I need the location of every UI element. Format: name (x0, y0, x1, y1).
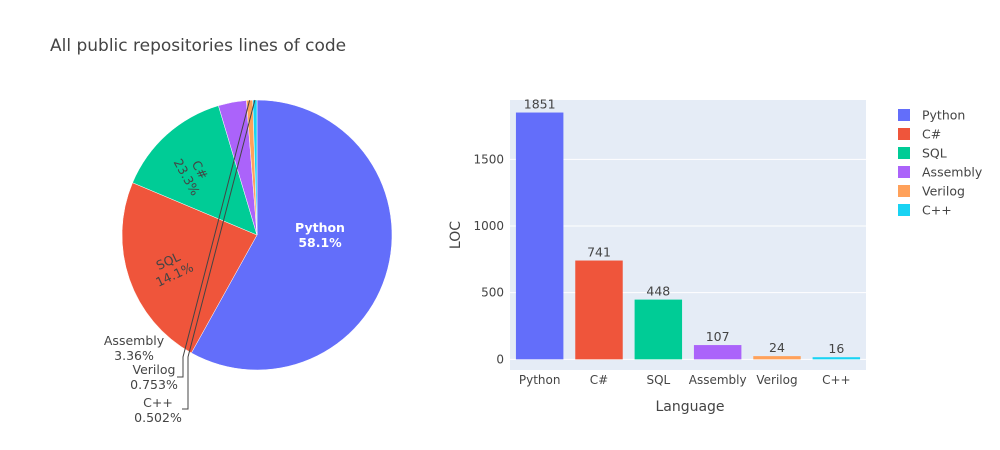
bar-sql (634, 299, 683, 360)
bar-value-label: 24 (769, 340, 785, 355)
legend-label: Python (922, 108, 965, 123)
legend-label: Assembly (922, 165, 983, 180)
legend-item-python[interactable]: Python (898, 108, 965, 123)
bar-value-label: 448 (646, 284, 670, 299)
bar-c- (575, 260, 623, 360)
y-tick-label: 0 (496, 352, 504, 366)
legend-label: C# (922, 127, 941, 142)
pie-label-verilog: Verilog 0.753% (130, 362, 178, 392)
x-tick-label: C# (590, 373, 608, 387)
legend: Python C# SQL Assembly Verilog C++ (898, 108, 983, 218)
legend-label: SQL (922, 146, 947, 161)
bar-verilog (753, 356, 801, 360)
leader-line-cpp (182, 99, 256, 410)
legend-swatch (898, 166, 910, 178)
legend-swatch (898, 128, 910, 140)
bar-value-label: 16 (828, 341, 844, 356)
x-tick-label: C++ (822, 373, 851, 387)
bar-plot-area (510, 100, 866, 370)
bar-chart: LOC Language 0 500 1000 1500 1851 Python 741 C#… (448, 97, 866, 415)
bar-value-label: 741 (587, 245, 611, 260)
legend-swatch (898, 185, 910, 197)
bar-value-label: 107 (706, 329, 730, 344)
pie-label-assembly: Assembly 3.36% (104, 333, 165, 363)
pie-slice-python (191, 99, 393, 371)
pie-label-python: Python 58.1% (295, 220, 345, 250)
legend-item-verilog[interactable]: Verilog (898, 184, 965, 199)
legend-label: Verilog (922, 184, 965, 199)
x-tick-label: Assembly (689, 373, 747, 387)
legend-label: C++ (922, 203, 952, 218)
legend-swatch (898, 109, 910, 121)
chart-title: All public repositories lines of code (50, 36, 346, 56)
legend-item-sql[interactable]: SQL (898, 146, 947, 161)
legend-item-c-[interactable]: C# (898, 127, 941, 142)
x-tick-label: SQL (646, 373, 670, 387)
pie-chart: Python 58.1%C#23.3%SQL14.1%Assembly 3.36%V… (104, 99, 393, 425)
bar-c- (812, 357, 861, 360)
bar-value-label: 1851 (524, 97, 556, 112)
pie-label-c-: C++ 0.502% (134, 395, 182, 425)
y-axis-title: LOC (448, 221, 464, 249)
legend-item-assembly[interactable]: Assembly (898, 165, 983, 180)
bar-python (515, 112, 564, 360)
pie-slice-sql (132, 105, 258, 236)
y-tick-label: 1500 (473, 152, 504, 166)
y-tick-label: 1000 (473, 219, 504, 233)
y-tick-label: 500 (481, 286, 504, 300)
bar-assembly (693, 345, 742, 360)
x-tick-label: Verilog (756, 373, 797, 387)
legend-item-c-[interactable]: C++ (898, 203, 952, 218)
leader-line-verilog (177, 100, 251, 378)
x-tick-label: Python (519, 373, 561, 387)
x-axis-title: Language (655, 399, 724, 415)
legend-swatch (898, 204, 910, 216)
pie-slice-c- (121, 182, 258, 354)
legend-swatch (898, 147, 910, 159)
